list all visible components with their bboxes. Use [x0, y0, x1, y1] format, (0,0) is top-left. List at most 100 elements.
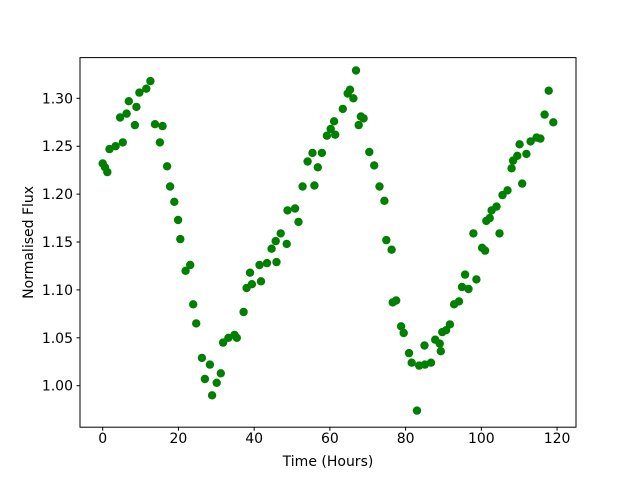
data-point: [420, 341, 429, 350]
y-axis-label: Normalised Flux: [21, 186, 37, 299]
data-point: [282, 239, 291, 249]
data-point: [503, 186, 512, 195]
data-point: [118, 138, 128, 147]
data-point: [256, 277, 266, 286]
data-point: [495, 229, 504, 238]
data-point: [142, 84, 151, 93]
data-point: [197, 353, 207, 363]
data-point: [518, 179, 527, 188]
data-point: [122, 109, 131, 118]
data-point: [155, 138, 165, 147]
plot-contents: 0 20 40 60 80 100 120 1.00 1.05 1.10 1.15 1.20 1.25 1…: [42, 66, 570, 447]
y-tick-label: 1.25: [42, 139, 73, 155]
data-point: [283, 206, 292, 215]
data-point: [303, 157, 312, 166]
data-point: [189, 300, 198, 309]
data-point: [454, 297, 464, 306]
data-point: [536, 134, 545, 143]
data-point: [132, 102, 141, 112]
data-point: [426, 358, 436, 367]
data-point: [290, 204, 300, 213]
data-point: [392, 296, 401, 305]
data-point: [216, 369, 225, 378]
y-tick-label: 1.10: [42, 283, 73, 299]
data-point: [396, 322, 406, 331]
data-point: [165, 182, 175, 191]
data-point: [351, 66, 361, 75]
data-point: [380, 196, 389, 205]
data-point: [176, 234, 185, 244]
x-tick-label: 0: [98, 431, 107, 447]
data-point: [365, 147, 374, 157]
data-point: [186, 260, 195, 270]
data-point: [445, 320, 455, 329]
data-point: [375, 182, 384, 191]
data-point: [464, 284, 473, 294]
y-tick-label: 1.30: [42, 91, 73, 107]
data-point: [162, 162, 172, 171]
data-point: [317, 148, 327, 158]
data-point: [480, 246, 490, 255]
data-point: [158, 121, 167, 131]
data-point: [544, 86, 553, 95]
axes-frame: [79, 57, 577, 428]
data-point: [271, 236, 280, 246]
data-point: [124, 97, 133, 106]
x-axis-label: Time (Hours): [282, 454, 374, 470]
data-point: [170, 197, 179, 206]
data-point: [457, 282, 467, 292]
data-point: [272, 257, 281, 267]
data-point: [354, 120, 363, 130]
data-point: [130, 120, 140, 130]
data-point: [412, 406, 422, 415]
data-point: [507, 164, 516, 173]
data-point: [526, 137, 535, 146]
data-point: [247, 280, 257, 289]
data-point: [338, 104, 347, 114]
data-point: [207, 391, 217, 400]
data-point: [313, 163, 322, 172]
data-point: [192, 319, 201, 328]
data-point: [294, 217, 303, 227]
data-point: [308, 148, 317, 158]
data-point: [370, 161, 379, 170]
data-point: [135, 88, 144, 97]
data-point: [460, 270, 470, 279]
data-point: [267, 244, 276, 253]
data-point: [349, 94, 358, 103]
data-point: [387, 245, 396, 254]
y-tick-label: 1.20: [42, 187, 73, 203]
data-point: [150, 120, 160, 129]
data-point: [276, 229, 285, 238]
data-point: [239, 307, 248, 317]
data-point: [540, 110, 549, 119]
x-tick-label: 20: [170, 431, 188, 447]
data-point: [472, 275, 481, 284]
y-tick-label: 1.15: [42, 235, 73, 251]
data-point: [200, 374, 210, 384]
data-point: [146, 76, 155, 86]
data-point: [310, 181, 319, 190]
data-point: [549, 118, 558, 127]
data-point: [399, 328, 408, 338]
data-point: [111, 142, 120, 151]
data-point: [326, 124, 335, 134]
data-point: [515, 140, 524, 149]
data-point: [329, 117, 339, 126]
data-point: [103, 167, 112, 177]
data-point: [232, 333, 241, 342]
data-point: [485, 213, 494, 223]
data-point: [407, 358, 416, 367]
data-point: [331, 130, 340, 139]
data-point: [436, 347, 445, 356]
data-point: [359, 114, 368, 123]
data-point: [469, 229, 478, 238]
x-tick-label: 60: [321, 431, 339, 447]
x-tick-label: 100: [468, 431, 495, 447]
x-tick-label: 80: [397, 431, 415, 447]
data-point: [205, 360, 215, 369]
data-point: [513, 151, 522, 160]
data-point: [115, 113, 125, 122]
